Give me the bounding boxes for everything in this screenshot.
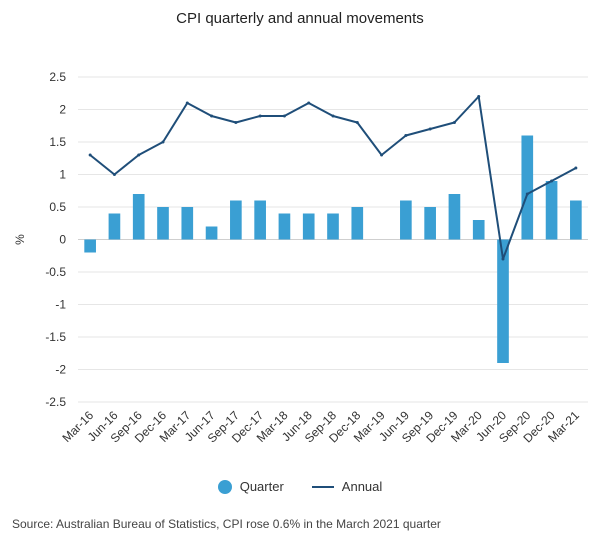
y-tick-label: 2.5 <box>49 70 66 84</box>
legend-swatch-quarter <box>217 479 232 494</box>
point-annual-Dec-18 <box>355 121 359 124</box>
x-axis-ticks: Mar-16Jun-16Sep-16Dec-16Mar-17Jun-17Sep-… <box>59 408 582 445</box>
y-tick-label: -2 <box>55 363 66 377</box>
bar-quarter-Dec-20[interactable] <box>545 181 558 240</box>
bar-quarter-Mar-18[interactable] <box>278 213 291 240</box>
point-annual-Sep-20 <box>525 192 529 196</box>
point-annual-Dec-19 <box>452 121 456 124</box>
point-annual-Sep-19 <box>428 127 432 131</box>
bar-quarter-Mar-17[interactable] <box>181 207 194 240</box>
y-tick-label: 0 <box>59 233 66 247</box>
point-annual-Dec-20 <box>550 179 554 183</box>
bar-quarter-Dec-18[interactable] <box>351 207 364 240</box>
source-note: Source: Australian Bureau of Statistics,… <box>12 517 441 531</box>
bar-quarter-Dec-19[interactable] <box>448 194 461 240</box>
legend-item-annual[interactable]: Annual <box>311 479 383 494</box>
y-tick-label: -1 <box>55 298 66 312</box>
bar-quarter-Jun-17[interactable] <box>205 226 218 240</box>
bar-quarter-Sep-16[interactable] <box>132 194 145 240</box>
point-annual-Mar-17 <box>185 101 189 105</box>
bar-quarter-Jun-18[interactable] <box>302 213 315 240</box>
point-annual-Dec-17 <box>258 114 262 118</box>
point-annual-Sep-17 <box>234 121 238 124</box>
y-tick-label: -2.5 <box>45 395 66 409</box>
quarter-bars <box>84 135 582 364</box>
y-tick-label: 2 <box>59 103 66 117</box>
bar-quarter-Sep-19[interactable] <box>424 207 436 240</box>
legend: Quarter Annual <box>0 479 600 494</box>
point-annual-Sep-18 <box>331 114 335 118</box>
bar-quarter-Dec-17[interactable] <box>254 200 266 240</box>
bar-quarter-Jun-20[interactable] <box>497 239 509 364</box>
bar-quarter-Mar-16[interactable] <box>84 239 96 253</box>
legend-item-quarter[interactable]: Quarter <box>217 479 284 494</box>
bar-quarter-Sep-17[interactable] <box>230 200 242 240</box>
y-tick-label: -0.5 <box>45 265 66 279</box>
point-annual-Mar-20 <box>477 95 481 98</box>
chart-title: CPI quarterly and annual movements <box>176 10 424 27</box>
point-annual-Mar-19 <box>380 153 384 157</box>
bar-quarter-Sep-20[interactable] <box>521 135 534 240</box>
point-annual-Jun-16 <box>112 173 116 176</box>
point-annual-Jun-18 <box>307 101 311 105</box>
bar-quarter-Mar-21[interactable] <box>570 200 582 240</box>
legend-label-quarter: Quarter <box>239 479 284 494</box>
point-annual-Mar-18 <box>282 114 286 118</box>
point-annual-Mar-21 <box>574 166 578 170</box>
bar-quarter-Jun-19[interactable] <box>400 200 412 240</box>
point-annual-Jun-20 <box>501 257 505 261</box>
annual-line-series <box>88 95 578 261</box>
y-tick-label: 1.5 <box>49 135 66 149</box>
y-axis-ticks: 2.5 2 1.5 1 0.5 0 -0.5 -1 -1.5 -2 -2.5 <box>45 70 66 409</box>
point-annual-Jun-19 <box>404 134 408 137</box>
y-tick-label: 0.5 <box>49 200 66 214</box>
point-annual-Dec-16 <box>161 140 165 144</box>
point-annual-Mar-16 <box>88 153 92 157</box>
point-annual-Sep-16 <box>137 153 141 157</box>
y-axis-label: % <box>13 234 27 245</box>
point-annual-Jun-17 <box>210 114 214 118</box>
y-tick-label: -1.5 <box>45 330 66 344</box>
bar-quarter-Dec-16[interactable] <box>157 207 169 240</box>
legend-label-annual: Annual <box>341 479 383 494</box>
bar-quarter-Sep-18[interactable] <box>327 213 339 240</box>
y-tick-label: 1 <box>59 168 66 182</box>
bar-quarter-Mar-20[interactable] <box>472 220 485 240</box>
bar-quarter-Jun-16[interactable] <box>108 213 121 240</box>
legend-swatch-annual <box>311 485 334 488</box>
